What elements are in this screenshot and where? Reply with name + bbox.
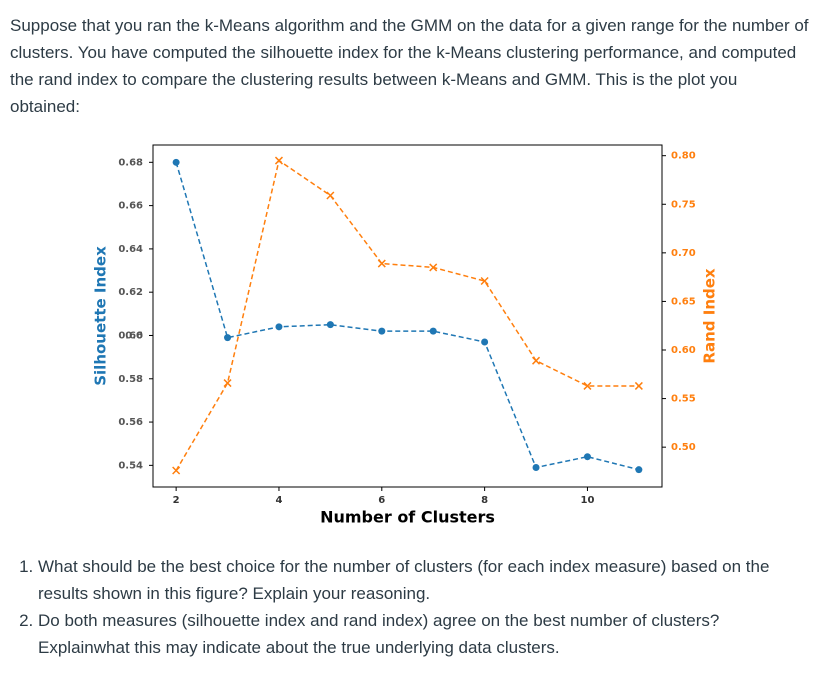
data-point — [326, 321, 334, 329]
y-tick-label: 0.66 — [118, 201, 143, 212]
data-point — [224, 334, 232, 342]
series-line — [175, 159, 639, 471]
data-point — [429, 263, 438, 272]
question-item: What should be the best choice for the n… — [38, 553, 805, 607]
question-text: Suppose that you ran the k-Means algorit… — [10, 16, 809, 116]
data-point — [275, 323, 283, 331]
y-tick-label: 0.54 — [118, 460, 143, 471]
data-point — [223, 379, 232, 388]
x-tick-label: 4 — [275, 495, 282, 506]
data-point — [274, 156, 283, 165]
plot-frame — [152, 144, 663, 488]
data-point — [429, 327, 437, 335]
x-tick-label: 8 — [481, 495, 488, 506]
question-item: Do both measures (silhouette index and r… — [38, 607, 805, 661]
data-point — [172, 466, 181, 475]
y2-tick-label: 0.60 — [671, 345, 696, 356]
y2-tick-label: 0.70 — [671, 248, 696, 259]
y2-tick-label: 0.55 — [671, 394, 696, 405]
y2-tick-label: 0.75 — [671, 199, 696, 210]
y2-axis-label: Rand Index — [701, 268, 719, 363]
data-point — [481, 338, 489, 346]
data-point — [480, 276, 489, 286]
series-line — [175, 162, 640, 471]
data-point — [377, 259, 386, 268]
y-tick-label: 0.56 — [118, 417, 143, 428]
y-tick-label: 0.6 — [125, 330, 143, 341]
y2-tick-label: 0.50 — [671, 442, 696, 453]
data-point — [326, 191, 335, 200]
data-point — [172, 158, 180, 166]
y-tick-label: 0.62 — [118, 287, 143, 298]
y2-tick-label: 0.80 — [671, 151, 696, 162]
y-tick-label: 0.64 — [118, 244, 143, 255]
y-tick-label: 0.68 — [118, 157, 143, 168]
data-point — [532, 464, 540, 472]
data-point — [583, 381, 592, 390]
data-point — [378, 327, 386, 335]
data-point — [635, 466, 643, 474]
y-axis-label: Silhouette Index — [92, 246, 110, 386]
y-tick-label: 0.60 — [118, 330, 143, 341]
y2-tick-label: 0.65 — [671, 296, 696, 307]
x-axis-label: Number of Clusters — [320, 508, 495, 527]
x-tick-label: 6 — [378, 495, 385, 506]
question-list: What should be the best choice for the n… — [0, 553, 805, 661]
x-tick-label: 2 — [173, 495, 180, 506]
data-point — [634, 381, 643, 390]
data-point — [583, 453, 591, 461]
x-tick-label: 10 — [580, 495, 594, 506]
y-tick-label: 0.58 — [118, 374, 143, 385]
data-point — [532, 356, 541, 365]
